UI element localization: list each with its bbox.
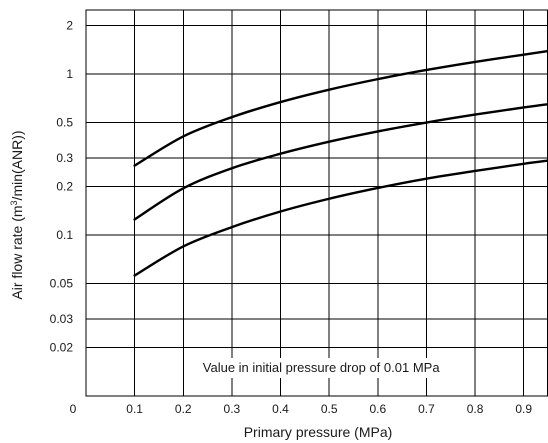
x-tick-label: 0.1 — [126, 402, 143, 416]
x-tick-label: 0.7 — [418, 402, 435, 416]
y-tick-label: 0.05 — [50, 276, 74, 290]
x-tick-label: 0 — [70, 402, 77, 416]
y-tick-label: 0.5 — [56, 116, 73, 130]
series-line-1 — [133, 49, 548, 167]
x-tick-label: 0.5 — [321, 402, 338, 416]
x-tick-label: 0.3 — [224, 402, 241, 416]
y-tick-label: 2 — [66, 19, 73, 33]
y-tick-label: 0.3 — [56, 151, 73, 165]
y-tick-label: 0.1 — [56, 228, 73, 242]
annotation: Value in initial pressure drop of 0.01 M… — [187, 358, 456, 378]
x-tick-label: 0.8 — [467, 402, 484, 416]
y-tick-label: 0.2 — [56, 180, 73, 194]
y-axis-title-superscript: 3 — [9, 200, 19, 205]
y-gridlines — [86, 25, 548, 349]
y-axis-title-part1: Air flow rate (m — [9, 205, 25, 299]
x-tick-label: 0.2 — [175, 402, 192, 416]
y-tick-label: 1 — [66, 67, 73, 81]
series-layer — [133, 49, 548, 277]
x-tick-label: 0.9 — [515, 402, 532, 416]
annotation-text: Value in initial pressure drop of 0.01 M… — [203, 360, 441, 375]
x-tick-label: 0.4 — [272, 402, 289, 416]
x-tick-label: 0.6 — [369, 402, 386, 416]
x-tick-labels: 0 0.1 0.2 0.3 0.4 0.5 0.6 0.7 0.8 0.9 — [70, 402, 533, 416]
y-tick-label: 0.02 — [50, 341, 74, 355]
series-line-3 — [133, 159, 548, 277]
y-tick-labels: 0.02 0.03 0.05 0.1 0.2 0.3 0.5 1 2 — [50, 19, 74, 355]
x-gridlines — [134, 10, 525, 396]
x-axis-title: Primary pressure (MPa) — [244, 424, 393, 440]
series-line-2 — [133, 102, 548, 221]
y-axis-title-part2: /min(ANR)) — [9, 130, 25, 200]
y-axis-title: Air flow rate (m3/min(ANR)) — [9, 130, 25, 299]
y-tick-label: 0.03 — [50, 312, 74, 326]
